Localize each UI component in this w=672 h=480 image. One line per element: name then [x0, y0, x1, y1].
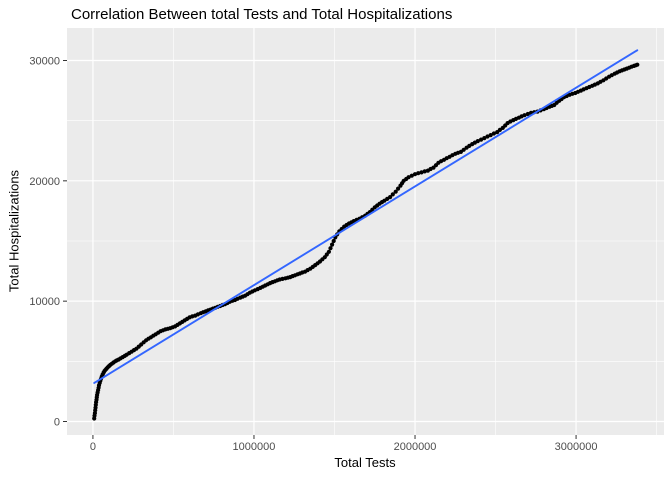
data-point — [488, 133, 493, 138]
chart-title: Correlation Between total Tests and Tota… — [71, 6, 453, 23]
data-point — [419, 170, 424, 175]
x-tick-label: 1000000 — [233, 441, 276, 453]
x-axis-title: Total Tests — [334, 455, 396, 470]
data-point — [482, 136, 487, 141]
y-tick-label: 10000 — [29, 296, 60, 308]
x-tick-label: 3000000 — [555, 441, 598, 453]
y-tick-label: 20000 — [29, 176, 60, 188]
x-tick-label: 0 — [90, 441, 96, 453]
x-tick-label: 2000000 — [394, 441, 437, 453]
y-tick-label: 30000 — [29, 55, 60, 67]
data-point — [422, 169, 427, 174]
data-point — [525, 111, 530, 117]
data-point — [491, 131, 496, 136]
data-point — [406, 175, 411, 180]
data-point — [409, 173, 414, 178]
data-point — [328, 246, 333, 251]
data-point — [485, 134, 490, 139]
data-point — [396, 186, 401, 191]
data-point — [635, 62, 640, 67]
y-tick-label: 0 — [54, 416, 60, 428]
data-point — [461, 147, 466, 152]
data-point — [330, 242, 335, 247]
data-point — [388, 195, 393, 200]
data-point — [393, 189, 398, 194]
data-point — [390, 192, 395, 197]
data-point — [475, 139, 480, 144]
data-point — [331, 238, 336, 244]
data-point — [326, 249, 331, 254]
trend-line — [93, 49, 639, 384]
data-point — [416, 171, 421, 176]
data-point — [479, 137, 484, 142]
data-point — [522, 113, 527, 118]
data-point — [412, 172, 418, 177]
